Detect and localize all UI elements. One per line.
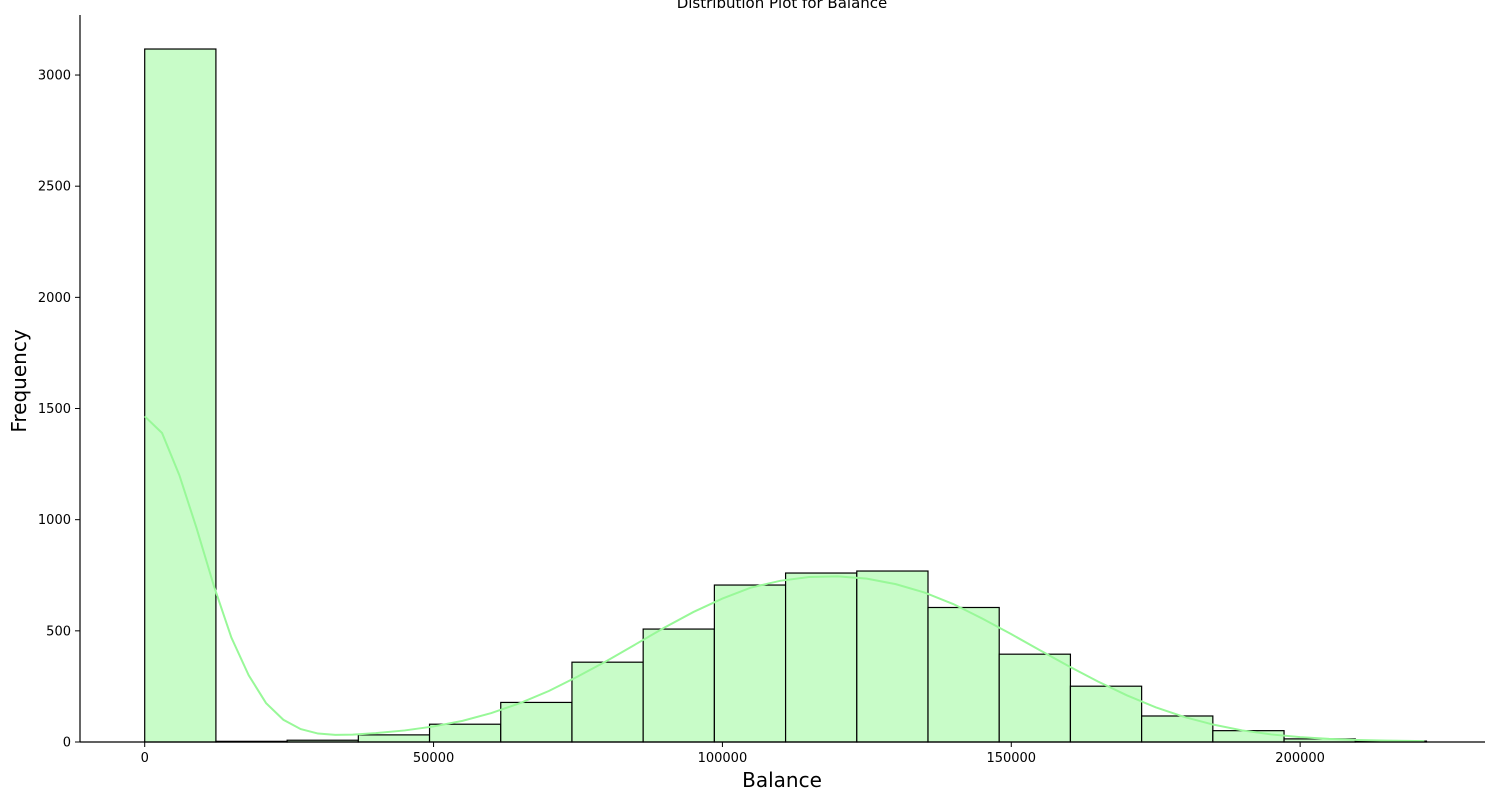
y-tick-label: 0 (63, 736, 71, 751)
x-tick-label: 50000 (413, 751, 454, 766)
histogram-bar (998, 653, 1072, 743)
histogram-bar (642, 628, 715, 743)
x-tick-label: 150000 (986, 751, 1036, 766)
y-tick-label: 3000 (38, 69, 71, 84)
y-axis-ticks: 0 500 1000 1500 2000 2500 3000 (38, 69, 80, 751)
histogram-bars (144, 48, 1428, 743)
histogram-bar (856, 570, 929, 743)
y-tick-label: 1000 (38, 513, 71, 528)
histogram-bar (784, 572, 858, 743)
histogram-bar (571, 661, 644, 743)
histogram-bar (1069, 685, 1143, 743)
histogram-bar (428, 723, 502, 743)
x-tick-label: 200000 (1275, 751, 1325, 766)
x-axis-ticks: 0 50000 100000 150000 200000 (141, 742, 1325, 766)
histogram-bar (713, 584, 787, 743)
y-tick-label: 1500 (38, 402, 71, 417)
histogram-bar (357, 734, 431, 743)
y-tick-label: 2500 (38, 180, 71, 195)
kde-curve (144, 415, 1425, 743)
y-axis-title: Frequency (7, 329, 31, 432)
histogram-bar (927, 606, 1000, 743)
histogram-bar (144, 48, 217, 743)
histogram-bar (1141, 715, 1214, 743)
x-axis-title: Balance (742, 768, 822, 792)
y-tick-label: 2000 (38, 291, 71, 306)
histogram-bar (1212, 730, 1285, 743)
x-tick-label: 0 (141, 751, 149, 766)
chart-title: Distribution Plot for Balance (677, 0, 888, 12)
x-tick-label: 100000 (698, 751, 748, 766)
histogram-bar (500, 701, 573, 743)
y-tick-label: 500 (46, 624, 71, 639)
